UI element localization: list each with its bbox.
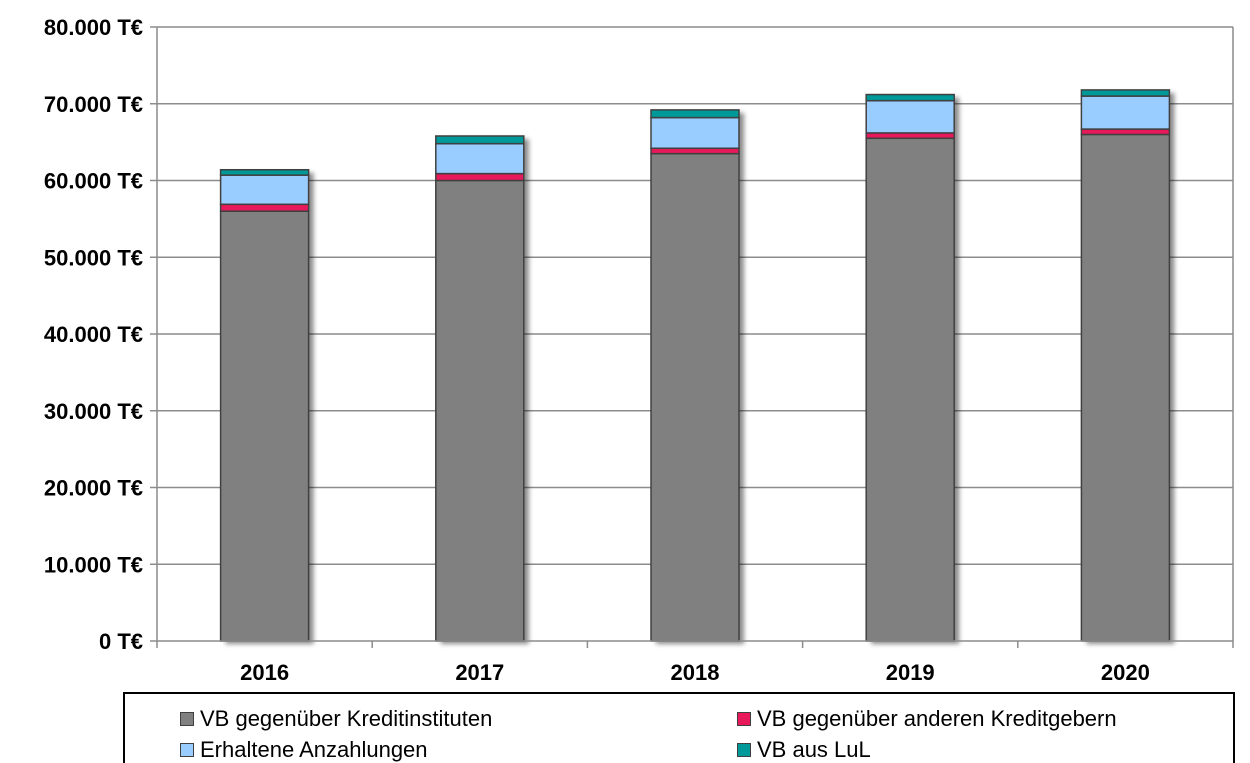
bar-stack-2019 — [865, 93, 955, 642]
legend-swatch-3 — [737, 743, 751, 757]
legend-label-2: Erhaltene Anzahlungen — [200, 737, 428, 762]
bar-segment-3 — [1080, 89, 1171, 97]
legend-swatch-1 — [737, 712, 751, 726]
bar-stack-2018 — [650, 109, 740, 642]
legend-label-1: VB gegenüber anderen Kreditgebern — [757, 706, 1117, 731]
bar-segment-0 — [219, 210, 310, 642]
bar-segment-0 — [435, 179, 525, 642]
bar-segment-1 — [650, 147, 740, 155]
y-tick-label: 0 T€ — [99, 629, 143, 654]
y-tick-label: 40.000 T€ — [44, 322, 143, 347]
legend-item-3: VB aus LuL — [737, 737, 871, 763]
bar-segment-3 — [219, 169, 310, 176]
bar-segment-2 — [650, 116, 740, 150]
x-tick-label: 2016 — [240, 660, 289, 685]
bar-stack-2020 — [1080, 89, 1171, 642]
y-tick-label: 80.000 T€ — [44, 15, 143, 40]
bar-segment-2 — [219, 174, 310, 206]
bar-segment-3 — [650, 109, 740, 119]
y-tick-label: 30.000 T€ — [44, 399, 143, 424]
bar-segment-1 — [219, 203, 310, 212]
bars — [219, 89, 1171, 642]
bar-segment-1 — [435, 172, 525, 182]
bar-segment-1 — [1080, 128, 1171, 136]
stacked-bar-chart: 0 T€ 10.000 T€ 20.000 T€ 30.000 T€ 40.000 T€… — [44, 15, 1234, 685]
legend-label-3: VB aus LuL — [757, 737, 871, 762]
x-tick-label: 2020 — [1101, 660, 1150, 685]
y-axis: 0 T€ 10.000 T€ 20.000 T€ 30.000 T€ 40.000 T€… — [44, 15, 158, 654]
bar-segment-0 — [1080, 133, 1171, 642]
bar-segment-3 — [865, 93, 955, 102]
legend-swatch-0 — [180, 712, 194, 726]
bar-stack-2017 — [435, 135, 525, 642]
legend-item-1: VB gegenüber anderen Kreditgebern — [737, 706, 1117, 732]
legend-item-2: Erhaltene Anzahlungen — [180, 737, 428, 763]
x-tick-label: 2018 — [671, 660, 720, 685]
y-tick-label: 10.000 T€ — [44, 552, 143, 577]
legend-item-0: VB gegenüber Kreditinstituten — [180, 706, 492, 732]
bar-segment-2 — [865, 99, 955, 134]
y-tick-label: 70.000 T€ — [44, 92, 143, 117]
legend: VB gegenüber Kreditinstituten VB gegenüb… — [123, 692, 1235, 763]
x-axis: 2016 2017 2018 2019 2020 — [156, 640, 1234, 685]
bar-stack-2016 — [219, 169, 310, 642]
x-tick-label: 2017 — [455, 660, 504, 685]
y-tick-label: 50.000 T€ — [44, 245, 143, 270]
bar-segment-2 — [435, 142, 525, 175]
legend-label-0: VB gegenüber Kreditinstituten — [200, 706, 493, 731]
legend-swatch-2 — [180, 743, 194, 757]
bar-segment-3 — [435, 135, 525, 145]
bar-segment-0 — [650, 152, 740, 642]
bar-segment-2 — [1080, 95, 1171, 130]
bar-segment-1 — [865, 132, 955, 140]
y-tick-label: 20.000 T€ — [44, 476, 143, 501]
y-tick-label: 60.000 T€ — [44, 169, 143, 194]
bar-segment-0 — [865, 137, 955, 642]
x-tick-label: 2019 — [886, 660, 935, 685]
